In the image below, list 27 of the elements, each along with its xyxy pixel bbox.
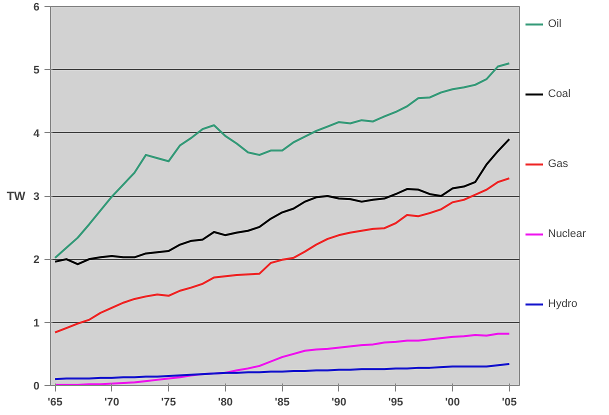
- x-tick-label: '90: [332, 396, 346, 408]
- x-tick-label: '65: [48, 396, 62, 408]
- x-tick-label: '95: [388, 396, 404, 408]
- y-tick-label: 4: [33, 128, 40, 140]
- y-axis-title: TW: [6, 189, 26, 203]
- line-series: [54, 177, 510, 334]
- x-tick-label: '75: [161, 396, 176, 408]
- y-tick-label: 6: [33, 2, 40, 14]
- x-tick-label: '85: [274, 396, 290, 408]
- y-tick-label: 3: [33, 191, 40, 203]
- legend-label: Oil: [548, 18, 562, 30]
- legend-label: Hydro: [548, 298, 578, 310]
- x-tick-label: '05: [502, 396, 517, 408]
- x-tick-label: '80: [218, 396, 233, 408]
- line-series: [54, 363, 510, 380]
- line-series: [54, 62, 510, 259]
- y-tick-label: 0: [33, 380, 40, 392]
- y-tick-label: 5: [33, 64, 40, 77]
- x-tick-label: '00: [445, 396, 460, 408]
- y-tick-label: 2: [33, 254, 40, 266]
- line-series: [54, 138, 510, 266]
- x-tick-label: '70: [104, 396, 120, 408]
- y-tick-label: 1: [33, 317, 40, 330]
- legend-label: Gas: [548, 158, 568, 170]
- legend-label: Coal: [548, 88, 571, 100]
- line-series: [54, 332, 510, 386]
- legend-label: Nuclear: [548, 228, 586, 240]
